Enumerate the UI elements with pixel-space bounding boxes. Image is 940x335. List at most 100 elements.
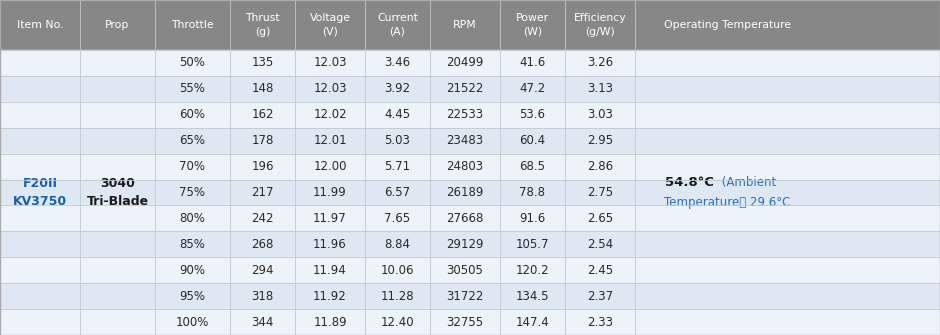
Bar [0, 205, 940, 231]
Text: 100%: 100% [176, 316, 210, 329]
Text: 2.54: 2.54 [587, 238, 613, 251]
Text: 85%: 85% [180, 238, 206, 251]
Bar [0, 283, 940, 309]
Text: 12.03: 12.03 [313, 57, 347, 69]
Bar [0, 0, 940, 50]
Text: 65%: 65% [180, 134, 206, 147]
Text: 22533: 22533 [446, 108, 483, 121]
Text: 8.84: 8.84 [384, 238, 411, 251]
Bar [0, 180, 940, 205]
Text: 162: 162 [251, 108, 274, 121]
Text: Temperature： 29.6°C: Temperature： 29.6°C [665, 196, 791, 209]
Text: 2.75: 2.75 [587, 186, 613, 199]
Text: 32755: 32755 [446, 316, 483, 329]
Bar [0, 231, 940, 257]
Text: 318: 318 [251, 290, 274, 303]
Text: 2.86: 2.86 [587, 160, 613, 173]
Text: 95%: 95% [180, 290, 206, 303]
Text: (Ambient: (Ambient [718, 176, 776, 189]
Text: 20499: 20499 [446, 57, 484, 69]
Text: 31722: 31722 [446, 290, 484, 303]
Text: 60.4: 60.4 [520, 134, 545, 147]
Bar [0, 128, 940, 154]
Text: 12.00: 12.00 [313, 160, 347, 173]
Text: 5.71: 5.71 [384, 160, 411, 173]
Text: 178: 178 [251, 134, 274, 147]
Text: 54.8°C: 54.8°C [665, 176, 713, 189]
Text: 6.57: 6.57 [384, 186, 411, 199]
Text: 11.94: 11.94 [313, 264, 347, 277]
Text: 12.01: 12.01 [313, 134, 347, 147]
Text: 75%: 75% [180, 186, 206, 199]
Text: 70%: 70% [180, 160, 206, 173]
Text: 3.26: 3.26 [587, 57, 613, 69]
Text: 41.6: 41.6 [520, 57, 545, 69]
Text: 294: 294 [251, 264, 274, 277]
Text: 5.03: 5.03 [384, 134, 411, 147]
Text: 90%: 90% [180, 264, 206, 277]
Text: 27668: 27668 [446, 212, 484, 225]
Text: 12.02: 12.02 [313, 108, 347, 121]
Text: Power
(W): Power (W) [516, 13, 549, 37]
Text: 10.06: 10.06 [381, 264, 415, 277]
Text: 11.97: 11.97 [313, 212, 347, 225]
Text: 2.95: 2.95 [587, 134, 613, 147]
Text: 2.65: 2.65 [587, 212, 613, 225]
Text: 12.40: 12.40 [381, 316, 415, 329]
Text: Prop: Prop [105, 20, 130, 30]
Text: 268: 268 [251, 238, 274, 251]
Text: 147.4: 147.4 [516, 316, 549, 329]
Text: 47.2: 47.2 [520, 82, 545, 95]
Text: 50%: 50% [180, 57, 206, 69]
Text: 68.5: 68.5 [520, 160, 545, 173]
Text: 91.6: 91.6 [520, 212, 545, 225]
Text: 60%: 60% [180, 108, 206, 121]
Text: 21522: 21522 [446, 82, 484, 95]
Text: 3.13: 3.13 [587, 82, 613, 95]
Text: 53.6: 53.6 [520, 108, 545, 121]
Text: 55%: 55% [180, 82, 206, 95]
Text: 3.92: 3.92 [384, 82, 411, 95]
Text: 11.89: 11.89 [313, 316, 347, 329]
Text: 2.33: 2.33 [587, 316, 613, 329]
Text: 3.46: 3.46 [384, 57, 411, 69]
Text: 11.92: 11.92 [313, 290, 347, 303]
Text: 12.03: 12.03 [313, 82, 347, 95]
Bar [0, 154, 940, 180]
Text: RPM: RPM [453, 20, 477, 30]
Text: 30505: 30505 [446, 264, 483, 277]
Text: 3.03: 3.03 [588, 108, 613, 121]
Text: Operating Temperature: Operating Temperature [664, 20, 791, 30]
Text: 120.2: 120.2 [516, 264, 549, 277]
Text: 105.7: 105.7 [516, 238, 549, 251]
Text: F20II
KV3750: F20II KV3750 [13, 177, 67, 208]
Bar [0, 102, 940, 128]
Text: 11.28: 11.28 [381, 290, 415, 303]
Text: 344: 344 [251, 316, 274, 329]
Text: 80%: 80% [180, 212, 206, 225]
Text: Current
(A): Current (A) [377, 13, 418, 37]
Bar [0, 50, 940, 76]
Text: Thrust
(g): Thrust (g) [245, 13, 280, 37]
Text: 26189: 26189 [446, 186, 484, 199]
Text: 23483: 23483 [446, 134, 483, 147]
Text: 4.45: 4.45 [384, 108, 411, 121]
Text: 11.96: 11.96 [313, 238, 347, 251]
Text: Voltage
(V): Voltage (V) [309, 13, 351, 37]
Text: Item No.: Item No. [17, 20, 63, 30]
Text: 196: 196 [251, 160, 274, 173]
Text: 148: 148 [251, 82, 274, 95]
Text: 134.5: 134.5 [516, 290, 549, 303]
Text: 7.65: 7.65 [384, 212, 411, 225]
Text: 135: 135 [251, 57, 274, 69]
Text: Throttle: Throttle [171, 20, 213, 30]
Bar [0, 257, 940, 283]
Text: 2.37: 2.37 [587, 290, 613, 303]
Bar [0, 76, 940, 102]
Text: 78.8: 78.8 [520, 186, 545, 199]
Text: 242: 242 [251, 212, 274, 225]
Text: 24803: 24803 [446, 160, 483, 173]
Text: 3040
Tri-Blade: 3040 Tri-Blade [86, 177, 149, 208]
Text: 11.99: 11.99 [313, 186, 347, 199]
Text: 29129: 29129 [446, 238, 484, 251]
